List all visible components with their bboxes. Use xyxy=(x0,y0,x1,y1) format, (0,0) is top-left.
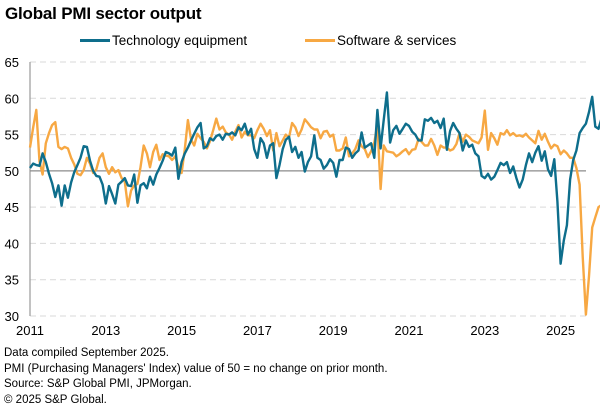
y-tick-label-45: 45 xyxy=(5,200,19,215)
note-copyright: © 2025 S&P Global. xyxy=(4,393,107,406)
legend-label-software-services: Software & services xyxy=(337,33,457,48)
x-tick-label-2019: 2019 xyxy=(319,323,348,338)
x-tick-label-2021: 2021 xyxy=(395,323,424,338)
x-tick-label-2025: 2025 xyxy=(546,323,575,338)
x-axis-ticks: 2011 2013 2015 2017 2019 2021 2023 2025 xyxy=(16,323,575,338)
note-data-compiled: Data compiled September 2025. xyxy=(4,347,169,359)
y-axis-ticks: 30 35 40 45 50 55 60 65 xyxy=(5,55,19,324)
y-tick-label-30: 30 xyxy=(5,309,19,324)
legend-swatch-software-services-icon xyxy=(305,39,335,42)
x-tick-label-2015: 2015 xyxy=(167,323,196,338)
y-tick-label-60: 60 xyxy=(5,91,19,106)
gridlines xyxy=(30,61,586,317)
x-tick-label-2017: 2017 xyxy=(243,323,272,338)
y-tick-label-55: 55 xyxy=(5,128,19,143)
legend-item-software-services: Software & services xyxy=(305,33,456,48)
legend-swatch-technology-equipment-icon xyxy=(80,39,110,42)
series-line-technology-equipment xyxy=(29,91,600,265)
legend: Technology equipment Software & services xyxy=(0,33,600,51)
x-tick-label-2013: 2013 xyxy=(91,323,120,338)
y-tick-label-50: 50 xyxy=(5,164,19,179)
series-lines xyxy=(28,91,600,316)
note-pmi-definition: PMI (Purchasing Managers' Index) value o… xyxy=(4,362,388,375)
y-tick-label-35: 35 xyxy=(5,273,19,288)
chart-title: Global PMI sector output xyxy=(5,4,202,23)
x-tick-label-2011: 2011 xyxy=(16,323,44,338)
y-tick-label-40: 40 xyxy=(5,236,19,251)
legend-item-technology-equipment: Technology equipment xyxy=(80,33,247,48)
chart-plot: 30 35 40 45 50 55 60 65 2011 2013 2015 2017 2019 202… xyxy=(5,55,600,338)
chart-notes: Data compiled September 2025. PMI (Purch… xyxy=(4,346,388,408)
legend-label-technology-equipment: Technology equipment xyxy=(112,33,248,48)
x-tick-label-2023: 2023 xyxy=(470,323,499,338)
y-tick-label-65: 65 xyxy=(5,55,19,70)
note-source: Source: S&P Global PMI, JPMorgan. xyxy=(4,378,192,391)
